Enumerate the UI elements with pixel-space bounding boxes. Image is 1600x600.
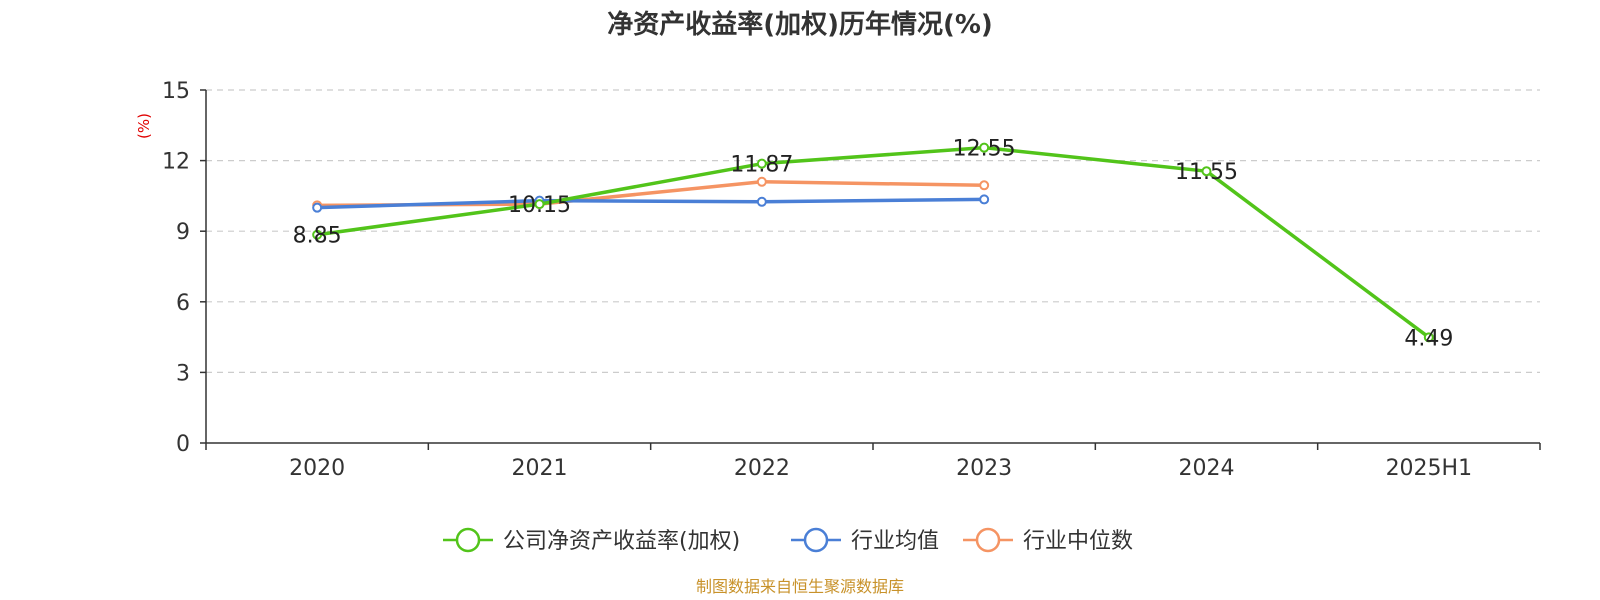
data-label: 10.15 xyxy=(508,193,571,218)
series-line xyxy=(316,145,1430,339)
data-point xyxy=(756,158,767,169)
source-note: 制图数据来自恒生聚源数据库 xyxy=(696,577,904,596)
series-1 xyxy=(312,142,1434,343)
data-point xyxy=(1423,332,1434,343)
legend: 公司净资产收益率(加权) 行业均值 行业中位数 xyxy=(443,527,1133,554)
legend-marker-icon xyxy=(975,527,1001,553)
legend-item-1: 公司净资产收益率(加权) xyxy=(443,527,740,554)
data-label: 11.55 xyxy=(1175,160,1238,185)
data-point xyxy=(756,196,767,207)
data-point xyxy=(979,180,990,191)
data-labels: 8.85 10.15 11.87 12.55 11.55 4.49 xyxy=(293,137,1454,352)
data-label: 4.49 xyxy=(1404,326,1453,351)
data-label: 12.55 xyxy=(953,137,1016,162)
legend-label: 行业中位数 xyxy=(1023,529,1133,554)
y-tick-label: 15 xyxy=(162,79,190,104)
legend-item-3: 行业中位数 xyxy=(963,527,1133,554)
axes: 0 3 6 9 12 15 2020 2021 2022 2023 2024 2025H1 xyxy=(162,79,1541,481)
x-tick-label: 2025H1 xyxy=(1386,456,1473,481)
y-tick-label: 3 xyxy=(176,361,190,386)
legend-marker-icon xyxy=(455,527,481,553)
legend-marker-icon xyxy=(803,527,829,553)
y-tick-label: 6 xyxy=(176,291,190,316)
data-point xyxy=(1201,166,1212,177)
data-point xyxy=(312,229,323,240)
data-point xyxy=(312,202,323,213)
x-tick-label: 2021 xyxy=(512,456,568,481)
legend-item-2: 行业均值 xyxy=(791,527,939,554)
legend-label: 行业均值 xyxy=(851,529,939,554)
data-point xyxy=(756,176,767,187)
data-point xyxy=(979,142,990,153)
data-point xyxy=(534,199,545,210)
y-tick-label: 0 xyxy=(176,432,190,457)
x-tick-label: 2023 xyxy=(956,456,1012,481)
series-layer xyxy=(312,142,1434,343)
data-point xyxy=(979,194,990,205)
x-tick-label: 2020 xyxy=(289,456,345,481)
series-line xyxy=(317,197,985,210)
y-tick-label: 9 xyxy=(176,220,190,245)
x-tick-label: 2022 xyxy=(734,456,790,481)
data-label: 8.85 xyxy=(293,224,342,249)
data-label: 11.87 xyxy=(730,153,793,178)
y-axis-unit: (%) xyxy=(135,113,153,139)
series-2 xyxy=(312,194,990,213)
legend-label: 公司净资产收益率(加权) xyxy=(503,529,740,554)
y-tick-label: 12 xyxy=(162,150,190,175)
grid-lines xyxy=(206,89,1540,373)
chart-title: 净资产收益率(加权)历年情况(%) xyxy=(607,9,993,40)
x-tick-label: 2024 xyxy=(1179,456,1235,481)
